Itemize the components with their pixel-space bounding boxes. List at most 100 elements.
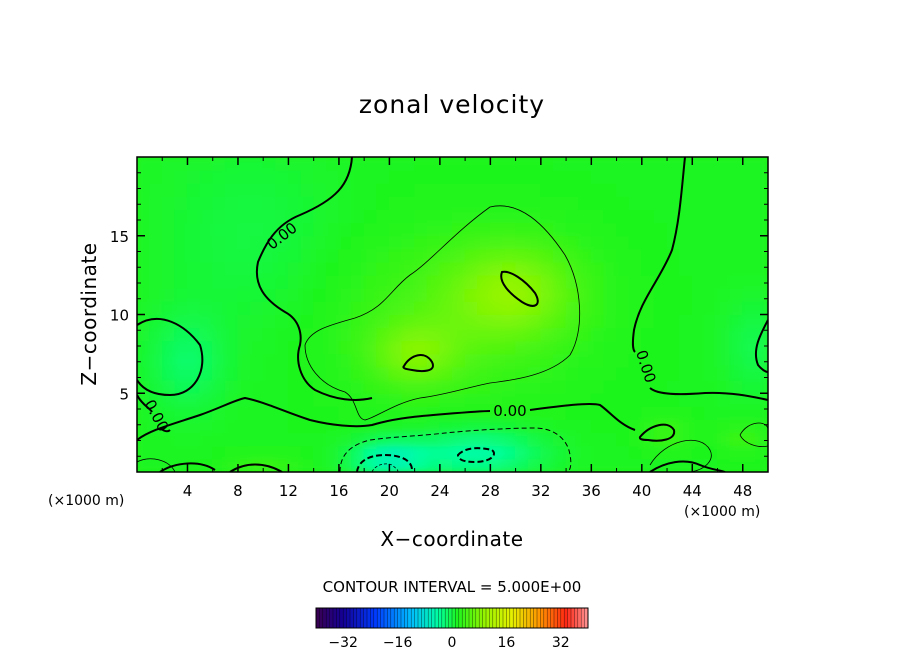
heat-cell <box>300 169 315 184</box>
heat-cell <box>679 248 693 263</box>
heat-cell <box>653 209 668 224</box>
heat-cell <box>313 392 327 407</box>
heat-cell <box>489 222 504 237</box>
heat-cell <box>313 314 327 329</box>
heat-cell <box>137 274 151 289</box>
heat-cell <box>388 353 403 368</box>
heat-cell <box>224 353 239 368</box>
heat-cell <box>388 222 403 237</box>
heat-cell <box>250 327 264 342</box>
heat-cell <box>742 274 756 289</box>
heat-cell <box>212 314 226 329</box>
colorbar-swatch <box>571 608 575 628</box>
heat-cell <box>149 235 163 250</box>
heat-cell <box>464 261 479 276</box>
heat-cell <box>287 300 302 315</box>
heat-cell <box>250 287 264 302</box>
heat-cell <box>527 366 542 381</box>
heat-cell <box>325 366 340 381</box>
heat-cell <box>603 340 618 355</box>
contour-max-center <box>500 270 539 307</box>
heat-cell <box>464 182 479 197</box>
heat-cell <box>502 366 517 381</box>
zero-contour-right-2 <box>754 319 768 373</box>
heat-cell <box>691 432 706 447</box>
heat-cell <box>666 209 681 224</box>
heat-cell <box>464 222 479 237</box>
heat-cell <box>376 432 390 447</box>
heat-cell <box>363 300 378 315</box>
heat-cell <box>502 300 517 315</box>
heat-cell <box>224 274 239 289</box>
heat-cell <box>452 209 466 224</box>
heat-cell <box>161 182 176 197</box>
heat-cell <box>401 314 416 329</box>
heat-cell <box>376 235 390 250</box>
heat-cell <box>565 182 580 197</box>
heat-cell <box>287 261 302 276</box>
heat-cell <box>426 300 441 315</box>
heat-cell <box>616 353 630 368</box>
heat-cell <box>186 419 201 434</box>
x-tick-label: 40 <box>632 482 651 500</box>
heat-cell <box>717 405 731 420</box>
heat-cell <box>401 445 416 460</box>
heat-cell <box>212 445 226 460</box>
heat-cell <box>653 248 668 263</box>
heat-cell <box>300 340 315 355</box>
heat-cell <box>376 261 390 276</box>
heat-cell <box>742 379 756 394</box>
heat-cell <box>477 314 491 329</box>
heat-cell <box>590 353 605 368</box>
heat-cell <box>439 432 453 447</box>
heat-cell <box>489 300 504 315</box>
heat-cell <box>414 169 428 184</box>
heat-cell <box>250 405 264 420</box>
heat-cell <box>388 419 403 434</box>
heat-cell <box>414 419 428 434</box>
heat-cell <box>275 419 289 434</box>
heat-cell <box>679 274 693 289</box>
heat-cell <box>351 445 365 460</box>
colorbar-swatch <box>356 608 361 628</box>
heat-cell <box>351 235 365 250</box>
heat-cell <box>704 287 719 302</box>
heat-cell <box>414 379 428 394</box>
heat-cell <box>376 314 390 329</box>
heat-cell <box>603 379 618 394</box>
heat-cell <box>641 248 655 263</box>
heat-cell <box>628 157 643 171</box>
heat-cell <box>552 182 567 197</box>
heat-cell <box>275 445 289 460</box>
heat-cell <box>439 209 453 224</box>
heat-cell <box>414 222 428 237</box>
heat-cell <box>489 169 504 184</box>
colorbar-swatch <box>475 608 480 628</box>
heat-cell <box>628 419 643 434</box>
heat-cell <box>452 157 466 171</box>
heat-cell <box>338 445 353 460</box>
heat-cell <box>338 366 353 381</box>
heat-cell <box>653 195 668 210</box>
colorbar-swatch <box>336 608 341 628</box>
heat-cell <box>717 432 731 447</box>
heat-cell <box>426 405 441 420</box>
heat-cell <box>351 274 365 289</box>
heat-cell <box>363 340 378 355</box>
heat-cell <box>452 222 466 237</box>
heat-cell <box>351 379 365 394</box>
heat-cell <box>489 314 504 329</box>
heat-cell <box>149 353 163 368</box>
colorbar-swatch <box>346 608 351 628</box>
heat-cell <box>729 405 744 420</box>
heat-cell <box>754 209 768 224</box>
heat-cell <box>729 235 744 250</box>
heat-cell <box>388 327 403 342</box>
heat-cell <box>452 261 466 276</box>
heat-cell <box>603 157 618 171</box>
heat-cell <box>388 445 403 460</box>
heat-cell <box>565 340 580 355</box>
heat-cell <box>653 222 668 237</box>
heat-cell <box>275 340 289 355</box>
heat-cell <box>212 248 226 263</box>
